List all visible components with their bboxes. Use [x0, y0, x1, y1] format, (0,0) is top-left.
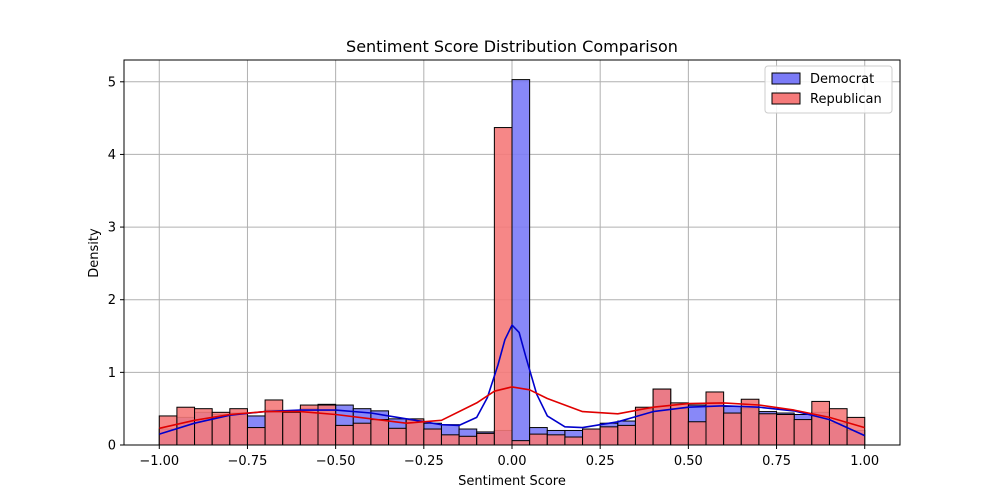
bar-republican-36: [793, 419, 813, 446]
bar-republican-5: [246, 427, 266, 446]
bar-republican-34: [758, 413, 778, 446]
y-tick-label-5: 5: [108, 75, 116, 90]
bar-republican-12: [370, 419, 390, 446]
bar-republican-32: [723, 412, 742, 446]
bar-republican-7: [282, 411, 301, 446]
y-tick-label-3: 3: [108, 221, 116, 236]
bar-republican-6: [264, 399, 284, 446]
bar-republican-18: [476, 432, 495, 446]
x-axis-label: Sentiment Score: [458, 474, 566, 489]
kde-curves: [159, 324, 866, 437]
y-tick-label-0: 0: [108, 439, 116, 454]
legend-swatch-republican: [771, 92, 801, 105]
bar-republican-28: [652, 388, 672, 446]
x-tick-label-0: −1.00: [139, 454, 179, 469]
bar-republican-26: [617, 424, 636, 446]
bar-republican-13: [388, 427, 407, 446]
bar-republican-9: [317, 404, 337, 446]
bar-republican-31: [705, 391, 725, 446]
x-tick-label-1: −0.75: [228, 454, 268, 469]
legend-label-democrat: Democrat: [810, 72, 874, 87]
bar-democrat-20: [511, 79, 531, 446]
legend-label-republican: Republican: [810, 92, 882, 107]
bar-republican-22: [546, 434, 566, 446]
bar-republican-23: [564, 436, 584, 446]
y-axis-label: Density: [87, 228, 102, 278]
bar-republican-10: [335, 424, 354, 446]
bar-republican-19: [493, 127, 513, 446]
x-tick-label-2: −0.50: [316, 454, 356, 469]
bar-republican-37: [811, 400, 830, 446]
bar-republican-25: [599, 426, 619, 446]
y-tick-label-4: 4: [108, 148, 116, 163]
bar-republican-21: [529, 433, 548, 446]
bar-republican-20: [511, 440, 531, 446]
x-tick-label-5: 0.25: [586, 454, 615, 469]
x-tick-label-3: −0.25: [404, 454, 444, 469]
bar-republican-17: [458, 435, 478, 446]
x-axis: −1.00 −0.75 −0.50 −0.25 0.00 0.25 0.50 0.75 1.00: [139, 445, 879, 469]
x-tick-label-7: 0.75: [762, 454, 791, 469]
kde-republican: [159, 386, 865, 430]
bar-republican-15: [423, 428, 442, 446]
bar-republican-2: [194, 408, 213, 446]
bar-republican-0: [158, 415, 178, 446]
y-axis: 0 1 2 3 4 5: [108, 75, 124, 454]
legend-swatch-democrat: [771, 72, 801, 85]
bar-republican-30: [687, 421, 707, 446]
bar-republican-35: [776, 413, 795, 446]
bar-republican-16: [440, 434, 460, 446]
bar-republican-24: [582, 428, 601, 446]
x-tick-label-8: 1.00: [850, 454, 879, 469]
legend: Democrat Republican: [764, 65, 893, 114]
kde-democrat: [159, 324, 866, 437]
y-tick-label-2: 2: [108, 293, 116, 308]
chart-title: Sentiment Score Distribution Comparison: [346, 37, 678, 56]
y-tick-label-1: 1: [108, 366, 116, 381]
x-tick-label-6: 0.50: [674, 454, 703, 469]
bar-republican-11: [352, 422, 372, 446]
x-tick-label-4: 0.00: [498, 454, 527, 469]
